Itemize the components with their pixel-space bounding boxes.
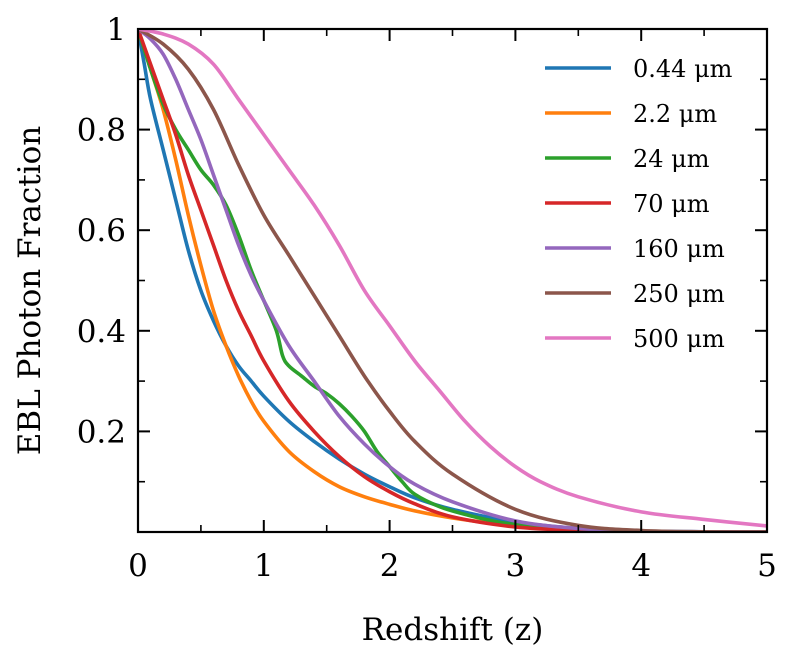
series-line-6 xyxy=(138,29,767,528)
tick-layer: 0 1 2 3 4 5 0.2 0.4 0.6 0.8 1 xyxy=(77,12,777,584)
y-tick-label: 1 xyxy=(106,12,126,48)
y-axis-title: EBL Photon Fraction xyxy=(12,126,48,455)
series-layer xyxy=(138,29,767,532)
legend-label-2: 24 μm xyxy=(633,145,710,173)
legend-label-4: 160 μm xyxy=(633,235,725,263)
series-line-3 xyxy=(138,29,767,532)
x-axis-title: Redshift (z) xyxy=(362,612,544,648)
y-tick-label: 0.8 xyxy=(77,113,126,149)
x-tick-label: 2 xyxy=(380,548,400,584)
plot-frame xyxy=(136,27,769,534)
x-tick-label: 4 xyxy=(631,548,651,584)
x-tick-label: 0 xyxy=(128,548,148,584)
series-line-5 xyxy=(138,29,767,532)
legend-label-3: 70 μm xyxy=(633,190,710,218)
x-tick-label: 5 xyxy=(757,548,777,584)
x-tick-label: 1 xyxy=(254,548,274,584)
legend-label-5: 250 μm xyxy=(633,280,725,308)
y-tick-label: 0.6 xyxy=(77,213,126,249)
y-tick-label: 0.2 xyxy=(77,414,126,450)
x-tick-label: 3 xyxy=(506,548,526,584)
legend-label-6: 500 μm xyxy=(633,325,725,353)
legend-label-1: 2.2 μm xyxy=(633,100,717,128)
y-tick-label: 0.4 xyxy=(77,314,126,350)
legend-label-0: 0.44 μm xyxy=(633,55,733,83)
legend: 0.44 μm 2.2 μm 24 μm 70 μm 160 μm 250 μm 500 μ… xyxy=(545,55,733,353)
series-line-4 xyxy=(138,29,767,532)
